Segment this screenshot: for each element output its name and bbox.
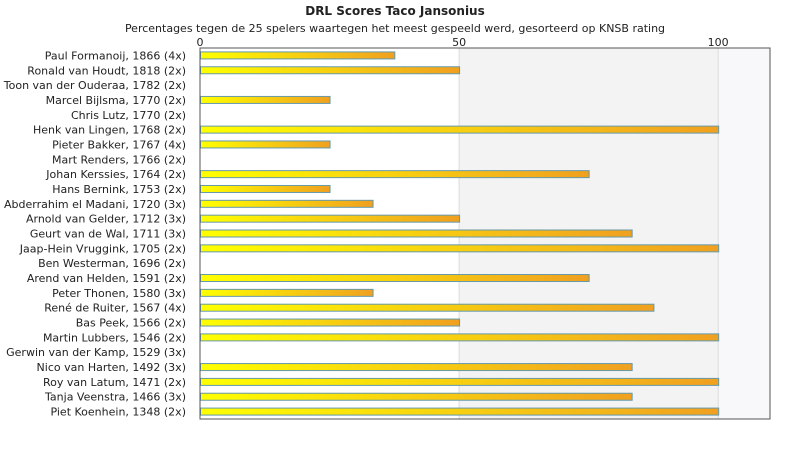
chart-subtitle: Percentages tegen de 25 spelers waartege… (124, 22, 666, 35)
bar (200, 363, 633, 372)
category-label: Arnold van Gelder, 1712 (3x) (26, 213, 186, 226)
bar (200, 199, 374, 208)
bar (200, 66, 461, 75)
bar (200, 377, 720, 386)
x-tick-label: 0 (197, 36, 204, 49)
bar (200, 95, 331, 104)
bar (200, 140, 331, 149)
category-label: Geurt van de Wal, 1711 (3x) (30, 228, 186, 241)
category-label: Ronald van Houdt, 1818 (2x) (27, 64, 186, 77)
category-label: Chris Lutz, 1770 (2x) (71, 109, 186, 122)
x-tick-label: 100 (708, 36, 729, 49)
category-label: Abderrahim el Madani, 1720 (3x) (4, 198, 186, 211)
bar (200, 51, 396, 60)
background-band (718, 48, 770, 419)
x-tick-label: 50 (452, 36, 466, 49)
category-label: Toon van der Ouderaa, 1782 (2x) (3, 79, 186, 92)
category-label: Mart Renders, 1766 (2x) (52, 153, 186, 166)
category-label: Gerwin van der Kamp, 1529 (3x) (6, 346, 186, 359)
category-label: Paul Formanoij, 1866 (4x) (45, 49, 186, 62)
chart-title: DRL Scores Taco Jansonius (305, 4, 485, 18)
category-label: Johan Kerssies, 1764 (2x) (45, 168, 186, 181)
bar (200, 407, 720, 416)
bar (200, 125, 720, 134)
bar (200, 318, 461, 327)
category-label: Martin Lubbers, 1546 (2x) (43, 331, 186, 344)
category-label: Tanja Veenstra, 1466 (3x) (44, 391, 186, 404)
category-label: Peter Thonen, 1580 (3x) (52, 287, 186, 300)
bar (200, 303, 655, 312)
bar (200, 170, 590, 179)
bar (200, 333, 720, 342)
bar (200, 244, 720, 253)
bar (200, 392, 633, 401)
bar (200, 229, 633, 238)
category-label: Roy van Latum, 1471 (2x) (43, 376, 186, 389)
category-label: Bas Peek, 1566 (2x) (76, 317, 186, 330)
bar (200, 184, 331, 193)
category-label: Pieter Bakker, 1767 (4x) (52, 138, 186, 151)
category-label: Jaap-Hein Vruggink, 1705 (2x) (19, 242, 186, 255)
category-label: Henk van Lingen, 1768 (2x) (33, 124, 186, 137)
category-label: Piet Koenhein, 1348 (2x) (50, 406, 186, 419)
category-label: Arend van Helden, 1591 (2x) (27, 272, 186, 285)
bar (200, 214, 461, 223)
category-label: René de Ruiter, 1567 (4x) (44, 302, 186, 315)
category-label: Marcel Bijlsma, 1770 (2x) (46, 94, 186, 107)
plot-frame (199, 47, 771, 420)
category-label: Ben Westerman, 1696 (2x) (38, 257, 186, 270)
category-label: Nico van Harten, 1492 (3x) (37, 361, 186, 374)
bar (200, 288, 374, 297)
bar (200, 274, 590, 283)
category-label: Hans Bernink, 1753 (2x) (52, 183, 186, 196)
